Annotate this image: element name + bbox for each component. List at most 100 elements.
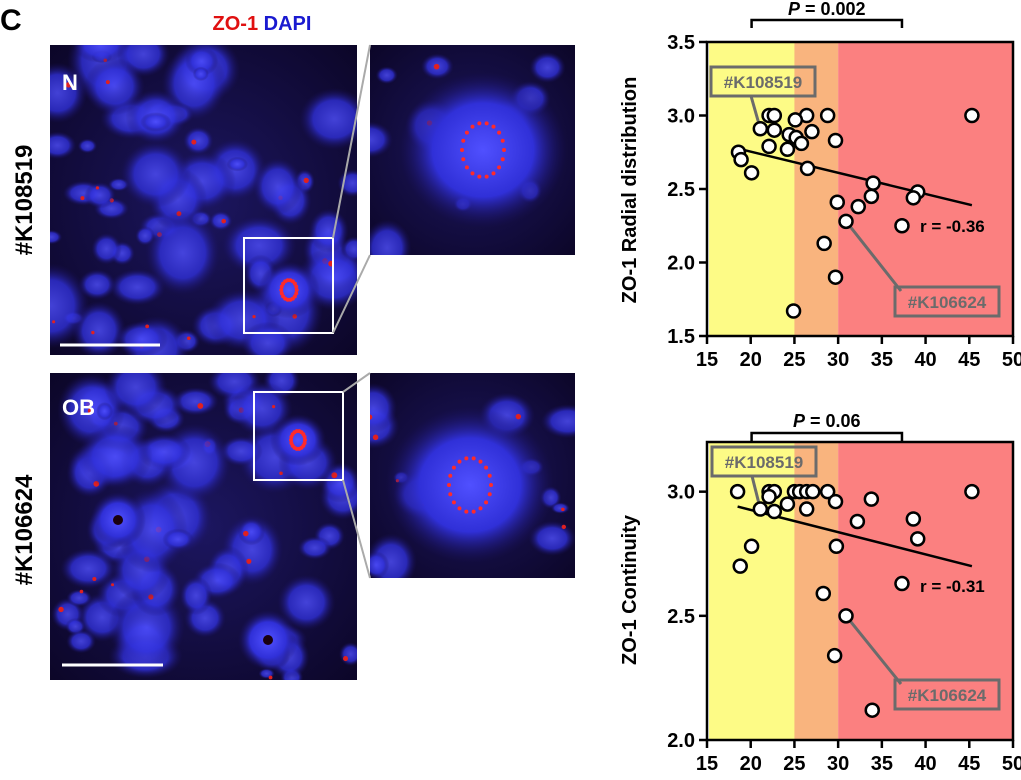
y-tick-label: 2.5 (667, 179, 695, 201)
nucleus (375, 66, 398, 84)
zo1-signal (294, 291, 299, 296)
zo1-signal (451, 500, 456, 505)
zoom-connector (332, 44, 371, 239)
background-band-yellow (709, 42, 797, 336)
data-point (827, 269, 844, 285)
data-point (743, 538, 760, 555)
zo1-signal (515, 413, 522, 420)
zo1-signal (502, 148, 506, 152)
nucleus (104, 373, 168, 416)
data-point (838, 213, 854, 230)
data-point (805, 483, 821, 500)
data-point (905, 190, 922, 206)
vessel-cell (386, 407, 554, 563)
nucleus (145, 210, 221, 296)
zo1-signal (484, 465, 489, 470)
data-point (828, 538, 845, 555)
vessel-lumen (113, 515, 123, 525)
micrograph-n-content (50, 45, 357, 355)
y-tick-label: 2.0 (667, 253, 695, 275)
nucleus (308, 208, 349, 253)
nucleus (60, 548, 117, 589)
data-point (838, 608, 854, 624)
x-tick-label: 25 (783, 753, 805, 775)
zoom-box (243, 237, 334, 334)
zo1-signal (294, 284, 299, 289)
zo1-signal (197, 402, 204, 409)
data-point (894, 575, 910, 592)
zoom-connector (332, 254, 371, 334)
x-tick-label: 40 (914, 349, 936, 371)
zo1-signal (52, 320, 56, 324)
zo1-signal (303, 438, 307, 442)
sample-label-2: #K106624 (11, 474, 38, 585)
p-value-label: P = 0.06 (793, 411, 861, 431)
x-tick-label: 30 (827, 753, 849, 775)
nucleus (162, 528, 194, 551)
annotation-leader (844, 614, 903, 685)
x-tick-label: 20 (740, 753, 762, 775)
zo1-signal (279, 284, 284, 289)
data-point (793, 135, 810, 152)
data-point (819, 107, 836, 124)
zo1-signal (370, 414, 373, 420)
data-point (804, 123, 820, 140)
data-point (829, 194, 846, 210)
annotation-box (709, 65, 817, 98)
zo1-signal (487, 492, 492, 497)
nucleus (50, 263, 90, 349)
nucleus (84, 182, 116, 209)
zo1-signal (464, 165, 469, 170)
data-point (761, 488, 777, 505)
zo1-signal (561, 524, 566, 530)
y-axis-label-2: ZO-1 Continuity (619, 514, 641, 665)
data-point (787, 112, 804, 128)
zo1-signal (464, 456, 469, 461)
correlation-label: r = -0.31 (920, 577, 985, 596)
zo1-signal (561, 507, 565, 512)
zo1-signal (464, 130, 469, 135)
p-value-label: P = 0.002 (788, 0, 866, 19)
zo1-signal (478, 506, 483, 511)
nucleus (109, 268, 166, 306)
x-tick-label: 35 (871, 753, 893, 775)
zo1-signal (105, 80, 110, 85)
annotation-label: #K108519 (724, 73, 802, 92)
data-point (964, 483, 980, 500)
nucleus (192, 66, 209, 81)
vessel-cell (399, 72, 567, 228)
nucleus (50, 62, 88, 124)
nucleus (529, 52, 566, 83)
zo1-signal (87, 408, 93, 414)
zo1-signal (372, 434, 379, 441)
annotation-label: #K106624 (908, 293, 987, 312)
sample-label-1: #K108519 (11, 145, 38, 256)
zo1-signal (294, 288, 299, 292)
micrograph-n-inset (370, 45, 575, 255)
zo1-signal (58, 606, 64, 613)
data-point (798, 501, 815, 517)
data-point (894, 218, 910, 234)
y-tick-label: 1.5 (667, 326, 695, 348)
nucleus (185, 46, 219, 76)
nucleus (209, 210, 233, 231)
zo1-signal (145, 324, 150, 329)
zo1-signal (484, 174, 489, 179)
data-point (766, 503, 783, 520)
correlation-label: r = -0.36 (920, 217, 985, 236)
zo1-signal (80, 196, 85, 201)
zo1-signal (478, 459, 483, 464)
zo1-signal (464, 509, 469, 514)
zo1-signal (461, 157, 466, 162)
data-point (849, 513, 866, 530)
x-tick-label: 35 (871, 349, 893, 371)
zo1-signal (448, 473, 453, 478)
nucleus (50, 229, 63, 245)
data-point (815, 585, 832, 602)
zo1-signal (91, 330, 95, 335)
annotation-box (893, 678, 1001, 711)
zo1-signal (271, 404, 276, 409)
nucleus (135, 226, 156, 246)
nucleus (140, 112, 172, 132)
x-tick-label: 45 (958, 753, 980, 775)
